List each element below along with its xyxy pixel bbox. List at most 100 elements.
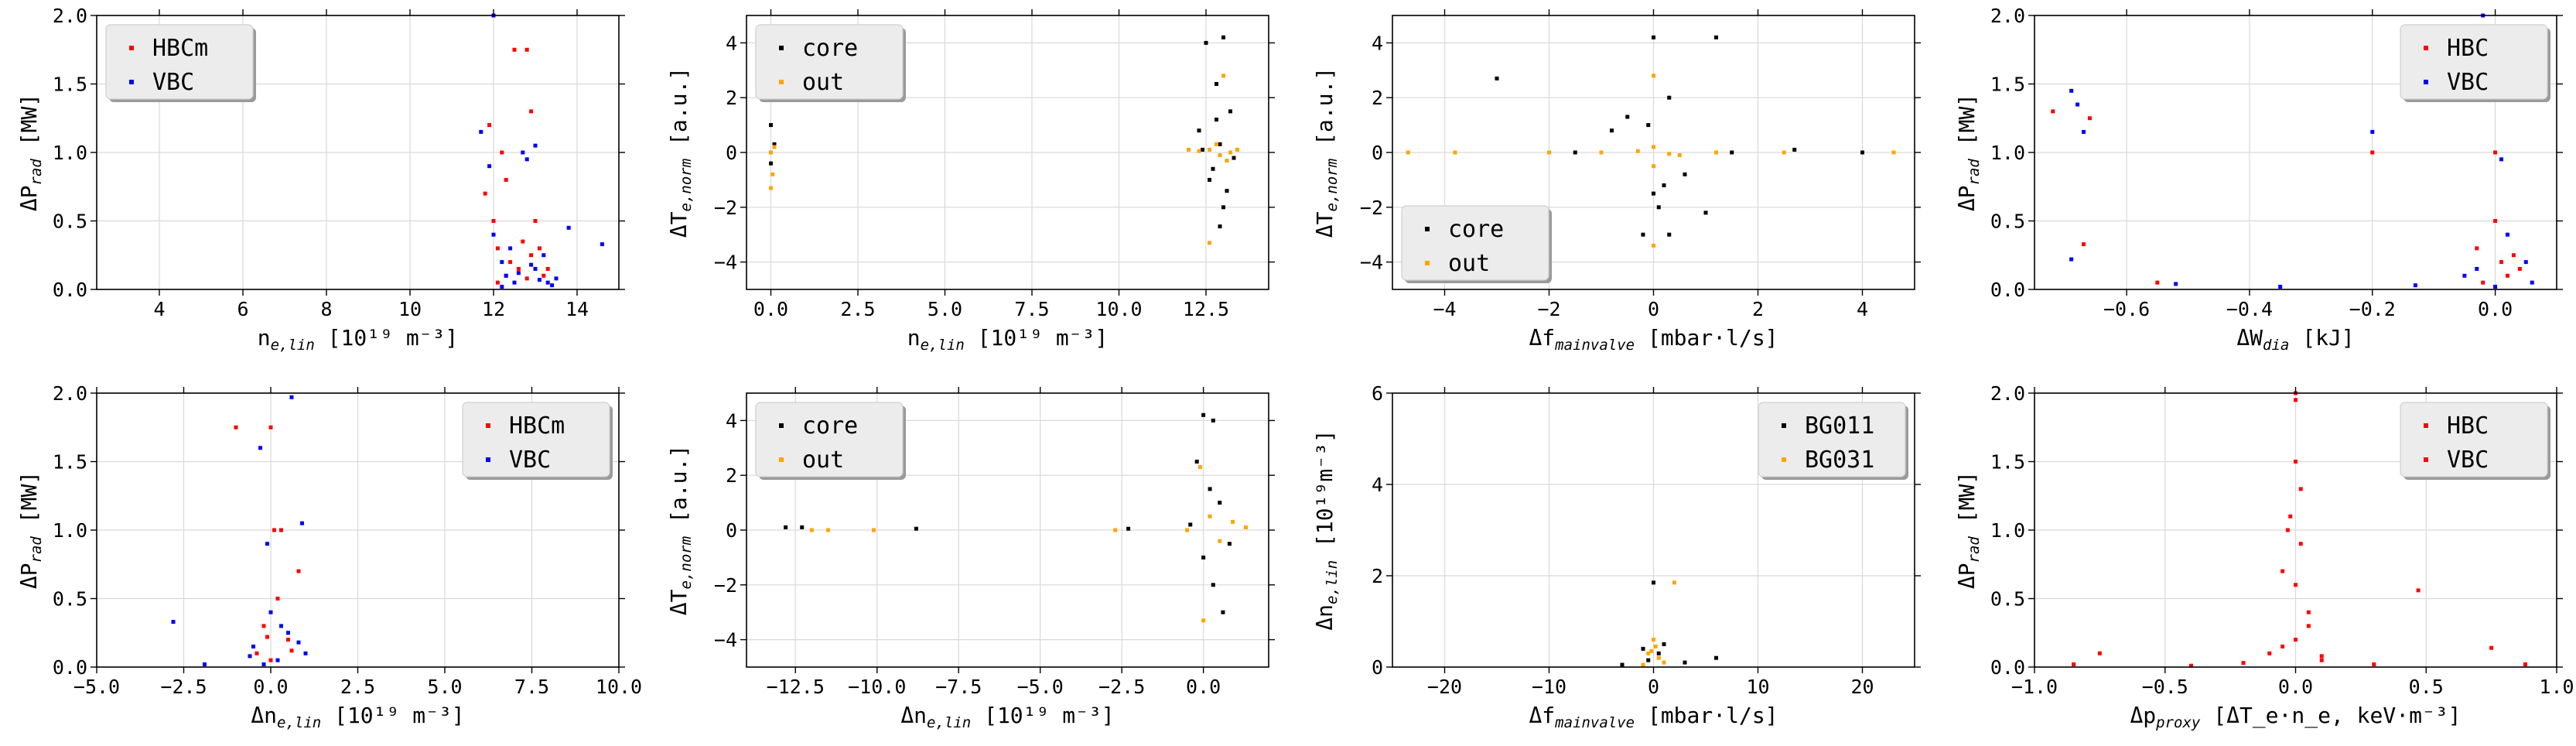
legend: HBCm VBC [462, 402, 613, 480]
data-point-out [1891, 150, 1896, 155]
data-point-hbcm [512, 47, 517, 52]
legend-label: VBC [152, 69, 194, 96]
data-point-core [1667, 95, 1672, 100]
data-point-core [1197, 128, 1201, 133]
data-point-core [1495, 76, 1499, 80]
x-tick-label: −0.5 [2142, 676, 2188, 698]
data-point-out [769, 186, 773, 190]
x-tick-label: 0.0 [2478, 298, 2513, 320]
data-point-out [1635, 149, 1640, 153]
data-point-core [1646, 123, 1651, 128]
data-point-vbc [289, 395, 294, 399]
legend-marker [129, 80, 134, 84]
data-point-core [1652, 35, 1655, 39]
x-axis-label: Δfmainvalve​ [mbar·l/s] [1529, 325, 1778, 354]
x-tick-label: 1.0 [2539, 676, 2574, 698]
x-tick-label: −2 [1537, 298, 1560, 320]
y-axis-label: ΔTe,norm​ [a.u.] [666, 67, 695, 238]
x-tick-label: 7.5 [1014, 298, 1049, 320]
data-point-vbc [516, 271, 521, 275]
data-point-vbc [2499, 157, 2504, 162]
data-point-hbc [2294, 638, 2298, 642]
x-tick-label: 4 [1857, 298, 1868, 320]
x-tick-label: −10 [1532, 676, 1566, 698]
x-tick-label: 12 [482, 298, 505, 320]
y-tick-label: −4 [1360, 252, 1383, 274]
data-point-hbcm [500, 150, 504, 155]
legend-label: core [802, 412, 858, 440]
data-point-out [1113, 528, 1118, 532]
data-point-hbc [2288, 514, 2293, 518]
y-tick-label: −2 [1360, 197, 1383, 219]
x-tick-label: 4 [153, 298, 165, 320]
data-point-out [1187, 147, 1191, 152]
legend-marker [1782, 457, 1786, 462]
legend-box [462, 402, 610, 477]
data-point-vbc [491, 232, 496, 237]
data-point-vbc [2069, 257, 2074, 262]
data-point-core [1221, 35, 1225, 39]
data-point-hbcm [504, 177, 508, 182]
data-point-hbcm [545, 266, 550, 271]
data-point-hbcm [491, 219, 496, 223]
data-point-core [1208, 177, 1211, 182]
y-tick-label: 1.5 [53, 451, 87, 474]
data-point-core [1211, 166, 1215, 171]
data-point-hbcm [529, 109, 534, 114]
data-point-vbc [275, 658, 280, 662]
legend-marker [779, 46, 784, 50]
legend-label: VBC [509, 447, 551, 474]
y-axis-label: ΔPrad​ [MW] [16, 471, 45, 589]
x-tick-label: −10.0 [848, 676, 906, 698]
data-point-out [1652, 164, 1655, 169]
data-point-hbcm [279, 528, 283, 532]
data-point-hbcm [296, 569, 301, 573]
data-point-bg011 [1662, 642, 1666, 646]
y-tick-label: 2 [726, 464, 737, 487]
data-point-hbcm [268, 658, 273, 662]
data-point-hbcm [542, 273, 546, 278]
y-tick-label: 0 [726, 142, 737, 164]
data-point-core [1610, 128, 1614, 133]
data-point-hbc [2294, 460, 2298, 464]
data-point-out [1652, 74, 1655, 78]
x-tick-label: 14 [565, 298, 589, 320]
data-point-core [1714, 35, 1718, 39]
x-axis-label: ne,lin​ [10¹⁹ m⁻³] [907, 325, 1109, 354]
legend: core out [1401, 205, 1552, 283]
data-point-vbc [554, 276, 559, 281]
data-point-hbc [2155, 280, 2160, 285]
data-point-vbc [2306, 624, 2311, 628]
data-point-hbcm [261, 624, 266, 628]
data-point-hbc [2267, 651, 2272, 655]
data-point-hbcm [495, 246, 500, 251]
y-tick-label: 1.0 [53, 142, 87, 164]
legend: core out [755, 402, 906, 480]
legend: HBC VBC [2400, 24, 2550, 102]
data-point-vbc [600, 242, 604, 247]
subplot-8: −1.0 −0.5 0.0 0.5 1.0 0.0 0.5 1.0 1.5 2.0 Δpproxy​… [1954, 382, 2574, 731]
data-point-core [1218, 224, 1222, 229]
data-point-vbc [524, 157, 529, 162]
data-point-vbc [2372, 662, 2376, 666]
x-tick-label: 7.5 [514, 676, 549, 698]
data-point-vbc [2475, 266, 2479, 271]
data-point-vbc [533, 266, 538, 271]
data-point-vbc [258, 446, 262, 450]
data-point-hbc [2481, 280, 2485, 285]
data-point-core [1225, 189, 1229, 193]
data-point-out [1218, 539, 1222, 543]
data-point-hbcm [529, 253, 534, 258]
data-point-core [1792, 147, 1797, 152]
data-point-out [1215, 142, 1218, 146]
data-point-bg011 [1620, 662, 1625, 667]
x-tick-label: −0.6 [2103, 298, 2150, 320]
data-point-vbc [279, 624, 283, 628]
legend-marker [1425, 261, 1430, 265]
data-point-bg031 [1649, 648, 1654, 653]
data-point-hbc [2306, 610, 2311, 614]
data-point-vbc [550, 283, 555, 288]
data-point-vbc [2082, 129, 2086, 134]
data-point-core [800, 525, 805, 529]
data-point-core [1188, 522, 1193, 527]
